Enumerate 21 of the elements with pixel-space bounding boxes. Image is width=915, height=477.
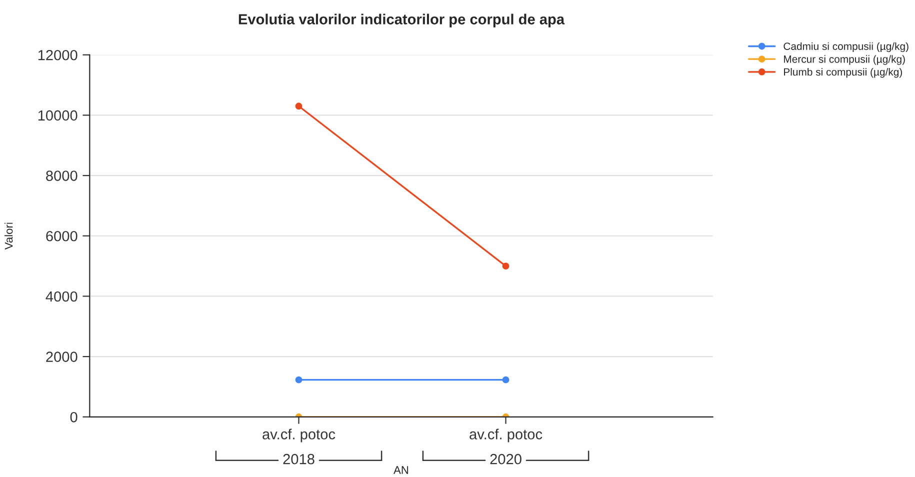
y-tick-label: 4000 (46, 291, 78, 302)
point (295, 376, 302, 384)
x-axis-title: AN (394, 466, 408, 474)
y-tick-label: 0 (70, 412, 78, 422)
point (295, 102, 302, 110)
y-tick-label: 10000 (38, 110, 78, 121)
point (502, 262, 510, 270)
chart-title: Evolutia valorilor indicatorilor pe corpul de apa (238, 14, 565, 28)
point (502, 376, 510, 384)
y-tick-label: 2000 (46, 352, 78, 362)
y-tick-label: 12000 (38, 50, 78, 60)
y-tick-label: 8000 (46, 170, 78, 181)
legend-label: Plumb si compusii (µg/kg) (784, 68, 902, 78)
legend-label: Cadmiu si compusii (µg/kg) (784, 42, 908, 52)
text: 2018 (283, 454, 314, 464)
y-axis-title: Valori (4, 222, 13, 250)
legend-label: Mercur si compusii (µg/kg) (784, 55, 905, 65)
y-tick-label: 6000 (46, 230, 78, 242)
x-tick-label: av.cf. potoc (470, 428, 542, 442)
x-tick-label: av.cf. potoc (262, 428, 336, 442)
text: 2020 (490, 454, 522, 464)
